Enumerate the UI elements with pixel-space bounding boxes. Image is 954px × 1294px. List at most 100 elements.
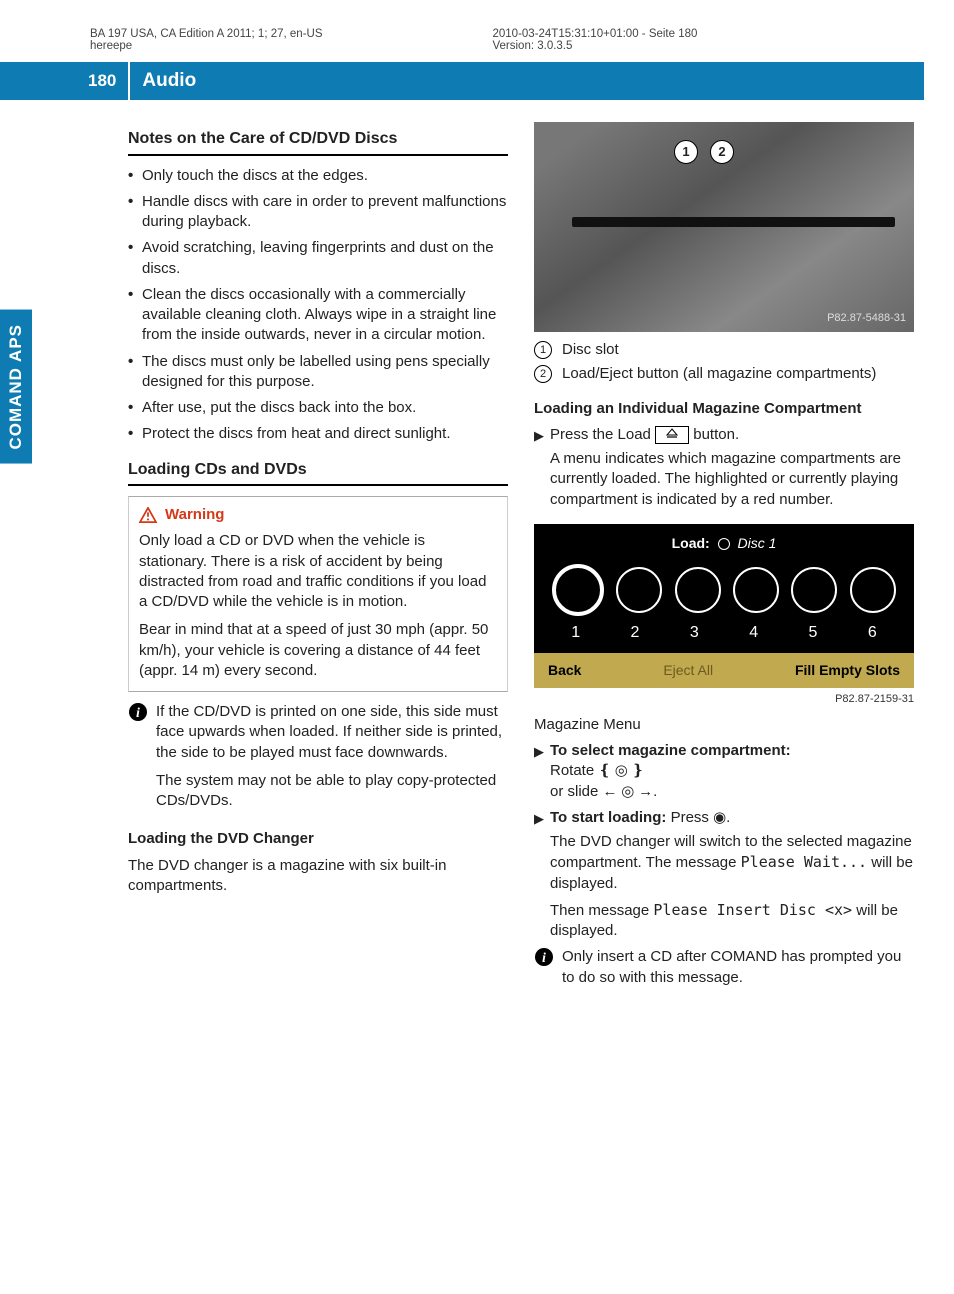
disc-num: 3 bbox=[690, 622, 699, 644]
svg-text:i: i bbox=[542, 951, 546, 966]
info-note-2: i Only insert a CD after COMAND has prom… bbox=[534, 947, 914, 988]
step-start-sub2: Then message Please Insert Disc <x> will… bbox=[550, 900, 914, 942]
menu-load-label: Load: bbox=[672, 535, 714, 551]
menu-fill-label: Fill Empty Slots bbox=[795, 662, 900, 678]
page-number: 180 bbox=[0, 62, 130, 100]
step-start-sub1: The DVD changer will switch to the selec… bbox=[550, 832, 914, 894]
callout-item: 1 Disc slot bbox=[534, 340, 914, 360]
list-item: After use, put the discs back into the b… bbox=[128, 398, 508, 418]
disc-slot-6 bbox=[850, 567, 896, 613]
notes-list: Only touch the discs at the edges. Handl… bbox=[128, 166, 508, 445]
step-select: ▶ To select magazine compartment: Rotate… bbox=[534, 741, 914, 802]
menu-eject-all: Eject All bbox=[663, 661, 713, 680]
step-text: To start loading: Press ◉. The DVD chang… bbox=[550, 808, 914, 942]
info-icon: i bbox=[534, 947, 554, 988]
list-item: The discs must only be labelled using pe… bbox=[128, 352, 508, 393]
please-wait-text: Please Wait... bbox=[741, 853, 867, 871]
title-bar: 180 Audio bbox=[0, 62, 924, 100]
callout-list: 1 Disc slot 2 Load/Eject button (all mag… bbox=[534, 340, 914, 385]
menu-figure: Load: Disc 1 1 2 3 4 5 6 Back bbox=[534, 524, 914, 688]
warning-p1: Only load a CD or DVD when the vehicle i… bbox=[139, 531, 497, 612]
please-insert-text: Please Insert Disc <x> bbox=[653, 901, 852, 919]
list-item: Handle discs with care in order to preve… bbox=[128, 192, 508, 233]
step-select-line2: or slide ← ◎ →. bbox=[550, 782, 914, 802]
figure-photo: 1 2 P82.87-5488-31 bbox=[534, 122, 914, 332]
photo-callout-1: 1 bbox=[674, 140, 698, 164]
info-icon: i bbox=[128, 702, 148, 815]
list-item: Avoid scratching, leaving fingerprints a… bbox=[128, 238, 508, 279]
step-text: Press the Load button. A menu indicates … bbox=[550, 425, 914, 514]
heading-notes: Notes on the Care of CD/DVD Discs bbox=[128, 128, 508, 156]
disc-slot-2 bbox=[616, 567, 662, 613]
step-marker-icon: ▶ bbox=[534, 810, 544, 942]
list-item: Protect the discs from heat and direct s… bbox=[128, 424, 508, 444]
figure-id: P82.87-5488-31 bbox=[827, 311, 906, 326]
header-meta: BA 197 USA, CA Edition A 2011; 1; 27, en… bbox=[0, 0, 954, 62]
subheading-indiv: Loading an Individual Magazine Compartme… bbox=[534, 399, 914, 419]
warning-triangle-icon bbox=[139, 507, 157, 523]
disc-slot-1 bbox=[552, 564, 604, 616]
sub2a: Then message bbox=[550, 902, 653, 919]
subheading-changer: Loading the DVD Changer bbox=[128, 829, 508, 849]
callout-item: 2 Load/Eject button (all magazine compar… bbox=[534, 364, 914, 384]
callout-text: Disc slot bbox=[562, 340, 619, 360]
disc-slot-4 bbox=[733, 567, 779, 613]
info-text-b: The system may not be able to play copy-… bbox=[156, 771, 508, 812]
disc-slot-3 bbox=[675, 567, 721, 613]
slide-knob-icon: ← ◎ → bbox=[603, 784, 654, 800]
step-load-post: button. bbox=[693, 426, 739, 443]
menu-top-line: Load: Disc 1 bbox=[534, 524, 914, 559]
list-item: Clean the discs occasionally with a comm… bbox=[128, 285, 508, 346]
step-press-load: ▶ Press the Load button. A menu indicate… bbox=[534, 425, 914, 514]
meta-left-line1: BA 197 USA, CA Edition A 2011; 1; 27, en… bbox=[90, 28, 462, 40]
callout-num: 1 bbox=[534, 341, 552, 359]
disc-num: 1 bbox=[571, 622, 580, 644]
warning-box: Warning Only load a CD or DVD when the v… bbox=[128, 496, 508, 692]
right-column: 1 2 P82.87-5488-31 1 Disc slot 2 Load/Ej… bbox=[534, 122, 914, 992]
step-load-pre: Press the Load bbox=[550, 426, 655, 443]
press-knob-icon: ◉ bbox=[713, 810, 726, 826]
step-marker-icon: ▶ bbox=[534, 427, 544, 514]
info-text: If the CD/DVD is printed on one side, th… bbox=[156, 702, 508, 815]
svg-text:i: i bbox=[136, 706, 140, 721]
step-select-bold: To select magazine compartment: bbox=[550, 742, 791, 759]
meta-left-line2: hereepe bbox=[90, 40, 462, 52]
disc-slot-5 bbox=[791, 567, 837, 613]
menu-fill: Fill Empty Slots bbox=[795, 661, 900, 680]
changer-paragraph: The DVD changer is a magazine with six b… bbox=[128, 856, 508, 897]
section-title: Audio bbox=[130, 70, 196, 92]
disc-num: 4 bbox=[749, 622, 758, 644]
meta-right-line1: 2010-03-24T15:31:10+01:00 - Seite 180 bbox=[492, 28, 864, 40]
disc-num: 5 bbox=[809, 622, 818, 644]
disc-num: 2 bbox=[631, 622, 640, 644]
disc-row bbox=[534, 559, 914, 618]
slide-prefix: or slide bbox=[550, 783, 603, 800]
step-start: ▶ To start loading: Press ◉. The DVD cha… bbox=[534, 808, 914, 942]
info-text-a: If the CD/DVD is printed on one side, th… bbox=[156, 702, 508, 763]
left-column: Notes on the Care of CD/DVD Discs Only t… bbox=[128, 122, 508, 992]
menu-figure-id: P82.87-2159-31 bbox=[534, 692, 914, 707]
step-select-line: Rotate ❴ ◎ ❵ bbox=[550, 761, 914, 781]
step-load-sub: A menu indicates which magazine compartm… bbox=[550, 449, 914, 510]
rotate-prefix: Rotate bbox=[550, 762, 598, 779]
info-note-1: i If the CD/DVD is printed on one side, … bbox=[128, 702, 508, 815]
content-area: Notes on the Care of CD/DVD Discs Only t… bbox=[0, 100, 954, 1022]
load-eject-button-icon bbox=[655, 426, 689, 444]
callout-num: 2 bbox=[534, 365, 552, 383]
warning-label: Warning bbox=[165, 505, 224, 525]
disc-ring-icon bbox=[718, 538, 730, 550]
meta-left: BA 197 USA, CA Edition A 2011; 1; 27, en… bbox=[90, 28, 462, 52]
menu-bottom-bar: Back Eject All Fill Empty Slots bbox=[534, 653, 914, 688]
step-text: To select magazine compartment: Rotate ❴… bbox=[550, 741, 914, 802]
callout-text: Load/Eject button (all magazine compartm… bbox=[562, 364, 876, 384]
disc-num: 6 bbox=[868, 622, 877, 644]
info-text: Only insert a CD after COMAND has prompt… bbox=[562, 947, 914, 988]
disc-slot-graphic bbox=[572, 217, 895, 227]
meta-right: 2010-03-24T15:31:10+01:00 - Seite 180 Ve… bbox=[492, 28, 864, 52]
warning-p2: Bear in mind that at a speed of just 30 … bbox=[139, 620, 497, 681]
meta-right-line2: Version: 3.0.3.5 bbox=[492, 40, 864, 52]
menu-back-label: Back bbox=[548, 662, 581, 678]
disc-num-row: 1 2 3 4 5 6 bbox=[534, 618, 914, 654]
step-start-text: Press bbox=[671, 809, 714, 826]
caption-menu: Magazine Menu bbox=[534, 715, 914, 735]
